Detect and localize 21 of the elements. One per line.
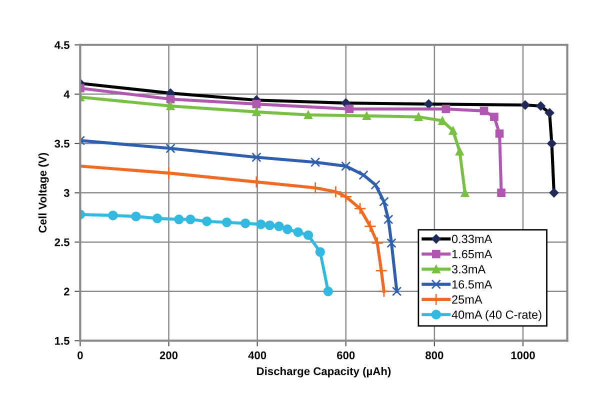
x-axis-title: Discharge Capacity (µAh) (257, 367, 391, 378)
y-tick-label: 1.5 (55, 337, 70, 345)
legend-label: 16.5mA (452, 280, 492, 289)
y-tick-label: 3 (64, 189, 70, 197)
x-tick-label: 0 (78, 351, 83, 360)
x-tick-label: 1000 (511, 351, 535, 360)
legend-label: 0.33mA (452, 234, 492, 244)
y-tick-label: 4.5 (54, 41, 70, 50)
x-tick-label: 200 (160, 351, 178, 360)
y-tick-label: 2 (64, 288, 70, 296)
legend-label: 1.65mA (452, 250, 492, 258)
x-tick-label: 600 (337, 351, 355, 360)
y-tick-label: 3.5 (54, 140, 70, 148)
x-tick-label: 400 (248, 351, 266, 360)
legend-label: 40mA (40 C-rate) (452, 310, 542, 322)
x-tick-label: 800 (426, 351, 444, 360)
y-axis-title: Cell Voltage (V) (38, 152, 49, 233)
y-tick-label: 2.5 (54, 238, 70, 246)
legend-label: 3.3mA (452, 265, 486, 274)
y-tick-label: 4 (64, 90, 70, 98)
legend-label: 25mA (452, 295, 482, 304)
